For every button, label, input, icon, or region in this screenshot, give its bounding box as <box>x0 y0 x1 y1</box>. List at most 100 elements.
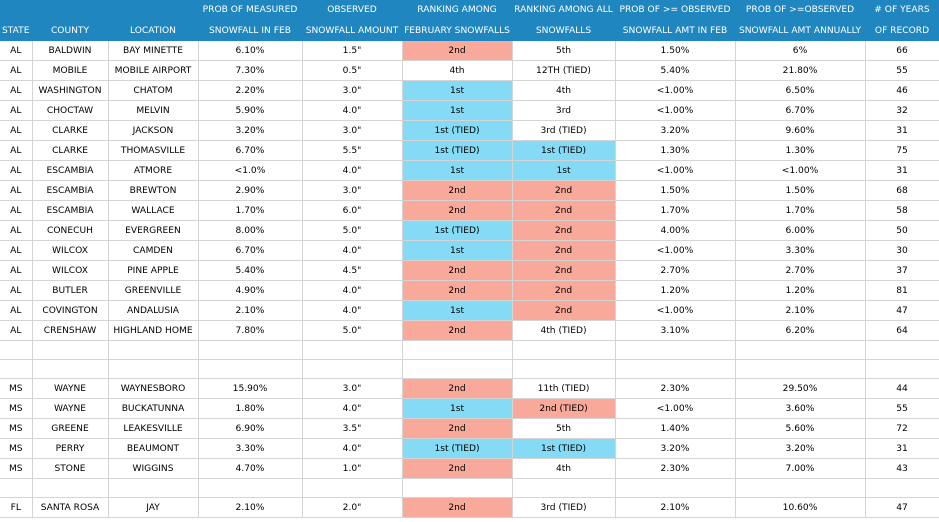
county-cell[interactable]: ESCAMBIA <box>32 160 109 181</box>
prob-measured-cell[interactable]: 7.30% <box>198 60 303 81</box>
observed-amount-cell[interactable]: 2.0" <box>302 497 403 518</box>
observed-amount-cell[interactable] <box>302 359 403 379</box>
prob-measured-cell[interactable]: 6.10% <box>198 41 303 61</box>
rank-feb-cell[interactable]: 1st <box>402 160 513 181</box>
county-cell[interactable]: WASHINGTON <box>32 80 109 101</box>
prob-feb-cell[interactable] <box>615 340 736 360</box>
location-cell[interactable] <box>108 478 199 498</box>
years-record-cell[interactable]: 43 <box>865 458 939 479</box>
years-record-cell[interactable]: 68 <box>865 180 939 201</box>
location-cell[interactable]: WALLACE <box>108 200 199 221</box>
state-cell[interactable]: FL <box>0 497 33 518</box>
years-record-cell[interactable] <box>865 359 939 379</box>
prob-annual-cell[interactable]: 6.00% <box>735 220 866 241</box>
years-record-cell[interactable]: 31 <box>865 438 939 459</box>
prob-feb-cell[interactable]: 2.30% <box>615 378 736 399</box>
location-cell[interactable]: EVERGREEN <box>108 220 199 241</box>
state-cell[interactable]: AL <box>0 260 33 281</box>
state-cell[interactable]: AL <box>0 100 33 121</box>
prob-feb-cell[interactable]: 4.00% <box>615 220 736 241</box>
state-cell[interactable]: MS <box>0 398 33 419</box>
county-cell[interactable]: SANTA ROSA <box>32 497 109 518</box>
state-cell[interactable]: AL <box>0 41 33 61</box>
observed-amount-cell[interactable]: 3.0" <box>302 180 403 201</box>
years-record-cell[interactable]: 37 <box>865 260 939 281</box>
rank-feb-cell[interactable]: 2nd <box>402 458 513 479</box>
prob-feb-cell[interactable] <box>615 478 736 498</box>
prob-feb-cell[interactable]: <1.00% <box>615 398 736 419</box>
rank-feb-cell[interactable]: 4th <box>402 60 513 81</box>
observed-amount-cell[interactable]: 3.0" <box>302 378 403 399</box>
observed-amount-cell[interactable]: 4.5" <box>302 260 403 281</box>
rank-feb-cell[interactable]: 1st (TIED) <box>402 438 513 459</box>
county-cell[interactable]: BUTLER <box>32 280 109 301</box>
county-cell[interactable]: WILCOX <box>32 260 109 281</box>
years-record-cell[interactable]: 64 <box>865 320 939 341</box>
years-record-cell[interactable]: 32 <box>865 100 939 121</box>
rank-feb-cell[interactable]: 1st (TIED) <box>402 220 513 241</box>
prob-measured-cell[interactable] <box>198 478 303 498</box>
county-cell[interactable]: WAYNE <box>32 378 109 399</box>
observed-amount-cell[interactable]: 4.0" <box>302 280 403 301</box>
state-cell[interactable] <box>0 359 33 379</box>
rank-all-cell[interactable]: 3rd <box>512 100 616 121</box>
location-cell[interactable]: CHATOM <box>108 80 199 101</box>
location-cell[interactable]: JAY <box>108 497 199 518</box>
prob-measured-cell[interactable]: 2.10% <box>198 300 303 321</box>
state-cell[interactable] <box>0 478 33 498</box>
county-cell[interactable]: BALDWIN <box>32 41 109 61</box>
prob-annual-cell[interactable]: 2.10% <box>735 300 866 321</box>
location-cell[interactable] <box>108 359 199 379</box>
prob-measured-cell[interactable]: 4.90% <box>198 280 303 301</box>
rank-all-cell[interactable]: 2nd <box>512 260 616 281</box>
rank-feb-cell[interactable]: 2nd <box>402 180 513 201</box>
prob-feb-cell[interactable]: 2.10% <box>615 497 736 518</box>
prob-feb-cell[interactable] <box>615 359 736 379</box>
county-cell[interactable]: CHOCTAW <box>32 100 109 121</box>
rank-all-cell[interactable]: 11th (TIED) <box>512 378 616 399</box>
rank-all-cell[interactable]: 4th (TIED) <box>512 320 616 341</box>
county-cell[interactable]: ESCAMBIA <box>32 200 109 221</box>
state-cell[interactable]: AL <box>0 140 33 161</box>
rank-feb-cell[interactable] <box>402 359 513 379</box>
rank-feb-cell[interactable]: 2nd <box>402 378 513 399</box>
prob-annual-cell[interactable]: 3.60% <box>735 398 866 419</box>
rank-all-cell[interactable]: 1st (TIED) <box>512 438 616 459</box>
observed-amount-cell[interactable] <box>302 340 403 360</box>
observed-amount-cell[interactable]: 1.0" <box>302 458 403 479</box>
county-cell[interactable]: STONE <box>32 458 109 479</box>
state-cell[interactable]: AL <box>0 160 33 181</box>
prob-feb-cell[interactable]: <1.00% <box>615 300 736 321</box>
rank-all-cell[interactable] <box>512 478 616 498</box>
years-record-cell[interactable]: 72 <box>865 418 939 439</box>
state-cell[interactable] <box>0 340 33 360</box>
prob-annual-cell[interactable]: <1.00% <box>735 160 866 181</box>
prob-annual-cell[interactable]: 1.30% <box>735 140 866 161</box>
prob-measured-cell[interactable]: 5.90% <box>198 100 303 121</box>
rank-feb-cell[interactable]: 2nd <box>402 200 513 221</box>
location-cell[interactable]: HIGHLAND HOME <box>108 320 199 341</box>
location-cell[interactable]: BREWTON <box>108 180 199 201</box>
state-cell[interactable]: AL <box>0 240 33 261</box>
rank-feb-cell[interactable]: 1st <box>402 300 513 321</box>
location-cell[interactable]: JACKSON <box>108 120 199 141</box>
rank-all-cell[interactable] <box>512 359 616 379</box>
county-cell[interactable]: ESCAMBIA <box>32 180 109 201</box>
state-cell[interactable]: AL <box>0 300 33 321</box>
prob-measured-cell[interactable]: 2.20% <box>198 80 303 101</box>
rank-feb-cell[interactable]: 1st <box>402 100 513 121</box>
prob-feb-cell[interactable]: 1.40% <box>615 418 736 439</box>
prob-feb-cell[interactable]: 1.50% <box>615 41 736 61</box>
rank-all-cell[interactable]: 2nd <box>512 240 616 261</box>
rank-all-cell[interactable]: 3rd (TIED) <box>512 497 616 518</box>
observed-amount-cell[interactable]: 1.5" <box>302 41 403 61</box>
prob-measured-cell[interactable]: 2.10% <box>198 497 303 518</box>
years-record-cell[interactable]: 66 <box>865 41 939 61</box>
prob-measured-cell[interactable]: 15.90% <box>198 378 303 399</box>
prob-feb-cell[interactable]: 3.20% <box>615 120 736 141</box>
prob-measured-cell[interactable]: 6.70% <box>198 240 303 261</box>
state-cell[interactable]: AL <box>0 180 33 201</box>
years-record-cell[interactable]: 58 <box>865 200 939 221</box>
prob-feb-cell[interactable]: <1.00% <box>615 240 736 261</box>
prob-measured-cell[interactable]: 1.70% <box>198 200 303 221</box>
